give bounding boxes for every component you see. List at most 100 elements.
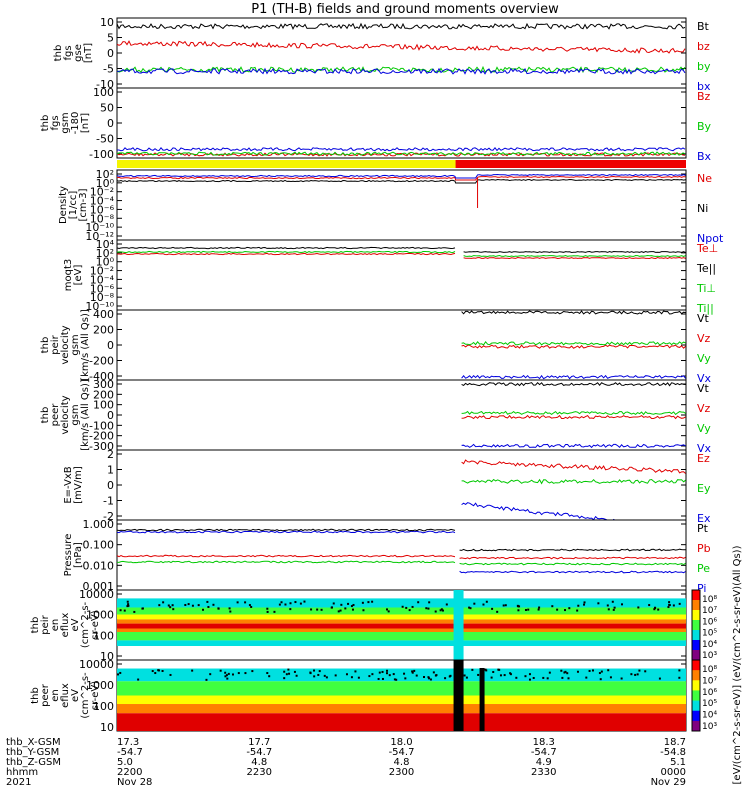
y-axis-label: eflux [60, 613, 71, 638]
spectrogram-speckle [330, 606, 333, 609]
spectrogram-speckle [613, 606, 616, 609]
y-tick-label: 5 [107, 32, 114, 45]
spectrogram-speckle [517, 605, 520, 608]
legend-vz: Vz [697, 332, 711, 345]
spectrogram-speckle [205, 678, 208, 681]
spectrogram-speckle [668, 603, 671, 606]
spectrogram-speckle [393, 678, 396, 681]
spectrogram-speckle [350, 605, 353, 608]
y-tick-label: -10 [96, 78, 114, 91]
spectrogram-speckle [289, 608, 292, 611]
spectrogram-speckle [439, 609, 442, 612]
spectrogram-speckle [268, 675, 271, 678]
series-pb [459, 556, 686, 560]
y-tick-label: 0.100 [83, 539, 115, 552]
spectrogram-speckle [154, 672, 157, 675]
panel-data [461, 310, 686, 380]
spectrogram-speckle [401, 605, 404, 608]
y-axis-label: eV [70, 618, 81, 631]
spectrogram-speckle [317, 673, 320, 676]
spectrogram-speckle [167, 604, 170, 607]
spectrogram-speckle [644, 670, 647, 673]
mode-bar-segment [455, 160, 686, 168]
spectrogram-speckle [334, 674, 337, 677]
spectrogram-speckle [564, 670, 567, 673]
spectrogram-speckle [497, 668, 500, 671]
panel-data [117, 246, 686, 260]
spectrogram-speckle [444, 677, 447, 680]
spectrogram-band [117, 623, 686, 629]
spectrogram-speckle [496, 610, 499, 613]
spectrogram-speckle [490, 676, 493, 679]
legend-ne: Ne [697, 172, 712, 185]
spectrogram-speckle [484, 668, 487, 671]
spectrogram-speckle [415, 674, 418, 677]
colorbar-tick-label: 10⁸ [702, 665, 717, 675]
colorbar-frame [691, 659, 701, 732]
y-tick-label: 2 [107, 448, 114, 461]
series-pb [117, 554, 456, 558]
y-tick-label: 1 [107, 464, 114, 477]
y-axis-label: [km/s (All Qs)] [80, 309, 91, 381]
spectrogram-speckle [278, 603, 281, 606]
y-axis-label: sr-eV) [90, 681, 101, 710]
spectrogram-speckle [339, 609, 342, 612]
x-axis-value: 17.3 [117, 737, 139, 748]
spectrogram-speckle [440, 608, 443, 611]
y-tick-label: -200 [89, 430, 114, 443]
spectrogram-speckle [236, 601, 239, 604]
colorbar-tick-label: 10⁵ [702, 699, 717, 709]
spectrogram-speckle [157, 669, 160, 672]
spectrogram-speckle [351, 608, 354, 611]
spectrogram-speckle [528, 673, 531, 676]
x-axis-value: 2200 [117, 767, 142, 778]
spectrogram-speckle [371, 600, 374, 603]
x-axis-value: 2230 [247, 767, 272, 778]
spectrogram-speckle [288, 672, 291, 675]
y-tick-label: 0 [107, 117, 114, 130]
spectrogram-speckle [191, 604, 194, 607]
y-tick-label: -100 [89, 419, 114, 432]
y-axis-label: E=-VxB [63, 466, 74, 503]
series-vy [461, 340, 686, 346]
spectrogram-speckle [387, 610, 390, 613]
y-axis-label: sr-eV) [90, 610, 101, 639]
spectrogram-speckle [224, 675, 227, 678]
colorbar-segment [692, 670, 700, 681]
spectrogram-speckle [171, 604, 174, 607]
spectrogram-speckle [591, 669, 594, 672]
spectrogram-speckle [266, 610, 269, 613]
y-tick-label: 50 [100, 102, 114, 115]
series-ti⊥ [117, 250, 456, 254]
x-axis-value: 0000 [661, 767, 686, 778]
panel-fgs-gse: 10 5 0 -5 -10 thb fgs gse [nT] Bt bz by bx [53, 16, 711, 93]
colorbar-segment [692, 660, 700, 671]
panel-mode-bar [117, 160, 686, 168]
y-tick-label: 10⁻⁶ [90, 203, 115, 216]
spectrogram-speckle [428, 601, 431, 604]
mode-bar-segment [117, 160, 456, 168]
spectrogram-speckle [621, 603, 624, 606]
spectrogram-speckle [337, 610, 340, 613]
panel-data [117, 146, 686, 157]
series-pi [459, 570, 686, 574]
spectrogram-speckle [577, 604, 580, 607]
spectrogram-speckle [588, 669, 591, 672]
spectrogram-speckle [320, 608, 323, 611]
spectrogram-speckle [347, 602, 350, 605]
series-pt [117, 528, 456, 532]
series-pt [459, 548, 686, 552]
x-axis-value: 5.1 [670, 757, 686, 768]
spectrogram-speckle [599, 678, 602, 681]
spectrogram-speckle [527, 608, 530, 611]
y-tick-label: 10² [96, 168, 114, 181]
spectrogram-speckle [345, 673, 348, 676]
y-tick-label: 10 [100, 650, 114, 663]
y-tick-label: 400 [93, 308, 114, 321]
spectrogram-speckle [388, 674, 391, 677]
spectrogram-speckle [427, 676, 430, 679]
panel-frame [116, 449, 687, 521]
spectrogram-speckle [332, 602, 335, 605]
legend-vx: Vx [697, 442, 712, 455]
